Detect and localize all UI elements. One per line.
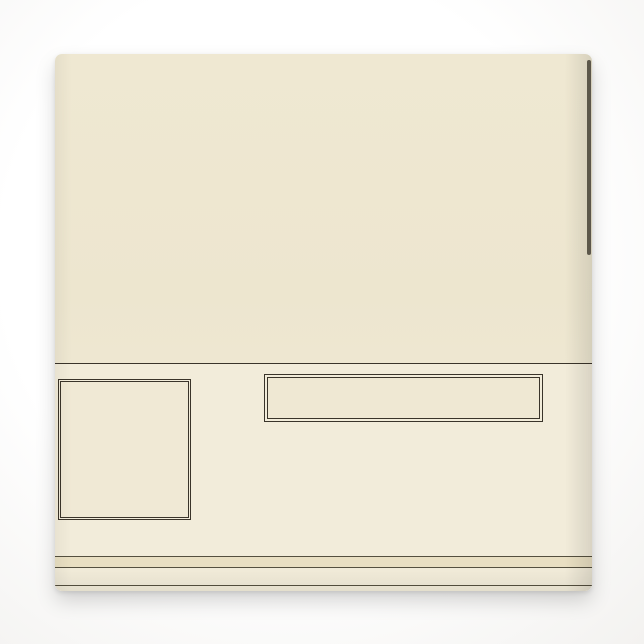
year-axis <box>55 556 592 568</box>
top-bar-charts-section <box>55 54 592 354</box>
scale-ruler <box>55 354 592 364</box>
page-edge-shadow <box>587 60 591 255</box>
president-axis <box>55 566 592 586</box>
chart-title-box <box>264 374 543 422</box>
debt-per-capita-table <box>57 378 192 521</box>
atlas-plate <box>55 54 592 591</box>
